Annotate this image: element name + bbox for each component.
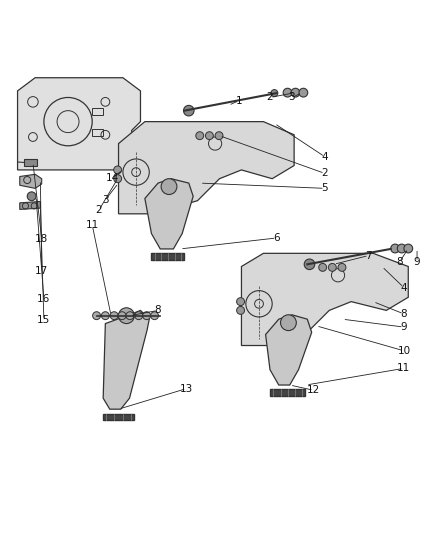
Bar (92, 128, 103, 136)
Circle shape (27, 192, 36, 200)
Text: 2: 2 (266, 93, 273, 102)
Polygon shape (241, 253, 407, 345)
Circle shape (318, 263, 326, 271)
Text: 10: 10 (396, 346, 410, 356)
Circle shape (118, 308, 134, 324)
Text: 9: 9 (399, 322, 406, 332)
Text: 2: 2 (321, 168, 328, 179)
Text: 13: 13 (180, 384, 193, 393)
Text: 11: 11 (396, 364, 410, 373)
Circle shape (396, 244, 405, 253)
Circle shape (101, 312, 109, 320)
Text: 15: 15 (37, 315, 50, 325)
Circle shape (328, 263, 336, 271)
Circle shape (283, 88, 291, 97)
Text: 8: 8 (395, 257, 402, 267)
Circle shape (183, 106, 194, 116)
Polygon shape (18, 78, 140, 170)
Text: 11: 11 (85, 220, 99, 230)
Text: 12: 12 (307, 385, 320, 395)
Text: 8: 8 (399, 309, 406, 319)
Polygon shape (103, 414, 134, 420)
Circle shape (134, 312, 142, 320)
Text: 8: 8 (154, 305, 161, 316)
Circle shape (150, 312, 158, 320)
Text: 4: 4 (321, 152, 328, 161)
Circle shape (337, 263, 345, 271)
Polygon shape (103, 310, 149, 409)
Circle shape (298, 88, 307, 97)
Circle shape (304, 259, 314, 270)
Circle shape (92, 312, 100, 320)
Text: 6: 6 (272, 233, 279, 243)
Circle shape (236, 297, 244, 305)
Text: 16: 16 (37, 294, 50, 304)
Circle shape (205, 132, 213, 140)
Circle shape (390, 244, 399, 253)
Polygon shape (20, 174, 42, 188)
Circle shape (215, 132, 223, 140)
Circle shape (195, 132, 203, 140)
Polygon shape (118, 122, 293, 214)
Circle shape (280, 315, 296, 330)
Circle shape (161, 179, 177, 195)
Polygon shape (151, 253, 184, 260)
Text: 14: 14 (105, 173, 118, 183)
Text: 5: 5 (321, 183, 328, 193)
Circle shape (270, 90, 277, 96)
Text: 7: 7 (364, 251, 371, 261)
Text: 17: 17 (35, 266, 48, 276)
Text: 9: 9 (413, 257, 420, 267)
Text: 3: 3 (288, 93, 295, 102)
Circle shape (126, 312, 134, 320)
Circle shape (290, 88, 299, 97)
Bar (24, 158, 37, 166)
Text: 4: 4 (399, 282, 406, 293)
Text: 3: 3 (102, 195, 109, 205)
Text: 2: 2 (95, 205, 102, 215)
Polygon shape (20, 201, 40, 209)
Circle shape (403, 244, 412, 253)
Circle shape (118, 312, 126, 320)
Bar (92, 108, 103, 115)
Text: 1: 1 (235, 95, 242, 106)
Polygon shape (145, 179, 193, 249)
Circle shape (113, 175, 121, 183)
Polygon shape (265, 315, 311, 385)
Circle shape (110, 312, 118, 320)
Circle shape (113, 166, 121, 174)
Circle shape (236, 306, 244, 314)
Text: 18: 18 (35, 235, 48, 244)
Polygon shape (269, 390, 304, 396)
Circle shape (142, 312, 150, 320)
